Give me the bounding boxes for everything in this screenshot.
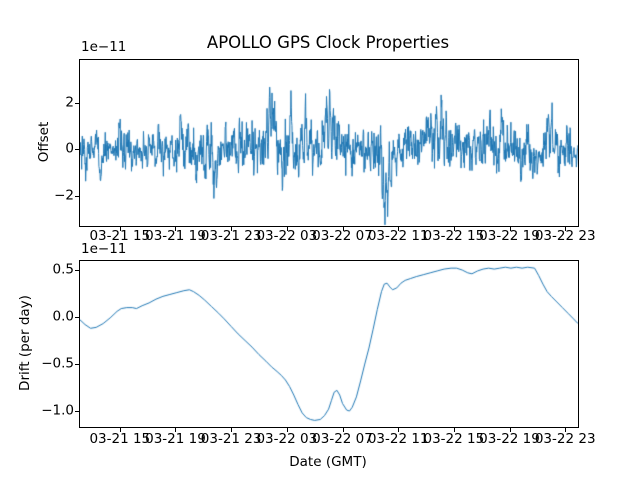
drift-line-plot xyxy=(80,261,578,427)
y-tick-label: 0.0 xyxy=(52,308,74,325)
x-tick xyxy=(342,428,344,432)
x-tick-label: 03-22 15 xyxy=(423,228,485,244)
x-tick-label: 03-22 19 xyxy=(479,228,540,244)
chart-title: APOLLO GPS Clock Properties xyxy=(206,33,450,52)
drift-y-axis-label: Drift (per day) xyxy=(17,295,33,391)
x-tick-label: 03-22 07 xyxy=(312,228,373,244)
offset-axes xyxy=(79,59,579,227)
y-tick xyxy=(75,411,79,413)
y-tick xyxy=(75,195,79,197)
x-tick xyxy=(231,428,233,432)
x-tick-label: 03-22 03 xyxy=(256,228,318,244)
x-tick-label: 03-22 11 xyxy=(367,228,429,244)
y-tick xyxy=(75,364,79,366)
offset-line-plot xyxy=(80,60,578,226)
y-tick-label: −1.0 xyxy=(41,402,74,419)
y-tick-label: 0 xyxy=(65,140,74,157)
x-tick xyxy=(453,227,455,231)
x-tick xyxy=(119,227,121,231)
x-tick-label: 03-22 07 xyxy=(312,431,373,447)
x-tick xyxy=(119,428,121,432)
x-tick xyxy=(286,428,288,432)
y-tick xyxy=(75,270,79,272)
x-tick xyxy=(398,428,400,432)
x-tick xyxy=(175,428,177,432)
y-tick-label: −2 xyxy=(54,187,74,204)
offset-scale-text-bottom: 1e−11 xyxy=(81,241,127,257)
x-tick xyxy=(231,227,233,231)
x-tick-label: 03-21 23 xyxy=(200,228,262,244)
y-tick xyxy=(75,317,79,319)
y-tick-label: −0.5 xyxy=(41,355,74,372)
x-tick xyxy=(565,227,567,231)
x-tick-label: 03-21 23 xyxy=(200,431,262,447)
x-tick-label: 03-22 03 xyxy=(256,431,318,447)
drift-axes xyxy=(79,260,579,428)
x-tick-label: 03-22 19 xyxy=(479,431,540,447)
x-tick xyxy=(398,227,400,231)
x-tick-label: 03-21 15 xyxy=(89,228,151,244)
x-tick xyxy=(286,227,288,231)
x-tick-label: 03-21 19 xyxy=(145,431,206,447)
offset-y-axis-label: Offset xyxy=(36,121,52,163)
y-tick-label: 0.5 xyxy=(52,261,74,278)
x-tick xyxy=(175,227,177,231)
y-tick xyxy=(75,149,79,151)
x-tick-label: 03-21 19 xyxy=(145,228,206,244)
x-tick-label: 03-21 15 xyxy=(89,431,151,447)
offset-scale-text-top: 1e−11 xyxy=(81,39,127,55)
x-tick-label: 03-22 15 xyxy=(423,431,485,447)
x-tick xyxy=(565,428,567,432)
x-axis-label: Date (GMT) xyxy=(289,454,367,470)
x-tick xyxy=(509,428,511,432)
x-tick xyxy=(342,227,344,231)
x-tick xyxy=(509,227,511,231)
y-tick xyxy=(75,102,79,104)
x-tick xyxy=(453,428,455,432)
y-tick-label: 2 xyxy=(65,94,74,111)
x-tick-label: 03-22 23 xyxy=(534,431,596,447)
x-tick-label: 03-22 23 xyxy=(534,228,596,244)
x-tick-label: 03-22 11 xyxy=(367,431,429,447)
